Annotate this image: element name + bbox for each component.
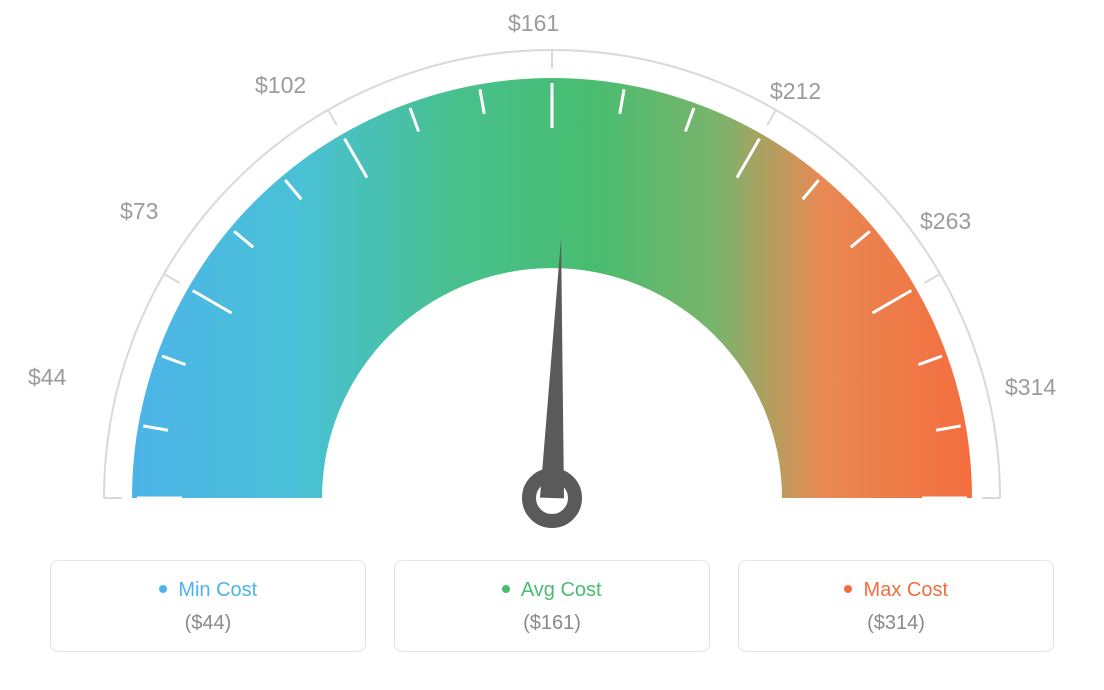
- legend-card-max: Max Cost ($314): [738, 560, 1054, 652]
- gauge-svg: [0, 0, 1104, 560]
- gauge-tick-label: $44: [28, 364, 66, 391]
- gauge-tick-label: $263: [920, 208, 971, 235]
- legend-row: Min Cost ($44) Avg Cost ($161) Max Cost …: [0, 560, 1104, 652]
- dot-icon: [502, 585, 510, 593]
- gauge-tick-label: $314: [1005, 374, 1056, 401]
- legend-title-avg: Avg Cost: [405, 579, 699, 602]
- gauge-tick-label: $212: [770, 78, 821, 105]
- dot-icon: [844, 585, 852, 593]
- legend-value-min: ($44): [61, 612, 355, 635]
- legend-value-avg: ($161): [405, 612, 699, 635]
- legend-card-min: Min Cost ($44): [50, 560, 366, 652]
- gauge-tick-label: $73: [120, 198, 158, 225]
- gauge-tick-label: $161: [508, 10, 559, 37]
- legend-value-max: ($314): [749, 612, 1043, 635]
- legend-label-min: Min Cost: [178, 579, 257, 601]
- legend-label-max: Max Cost: [864, 579, 948, 601]
- legend-label-avg: Avg Cost: [521, 579, 602, 601]
- gauge-chart: $44 $73 $102 $161 $212 $263 $314: [0, 0, 1104, 560]
- gauge-tick-label: $102: [255, 72, 306, 99]
- legend-title-min: Min Cost: [61, 579, 355, 602]
- dot-icon: [159, 585, 167, 593]
- legend-card-avg: Avg Cost ($161): [394, 560, 710, 652]
- legend-title-max: Max Cost: [749, 579, 1043, 602]
